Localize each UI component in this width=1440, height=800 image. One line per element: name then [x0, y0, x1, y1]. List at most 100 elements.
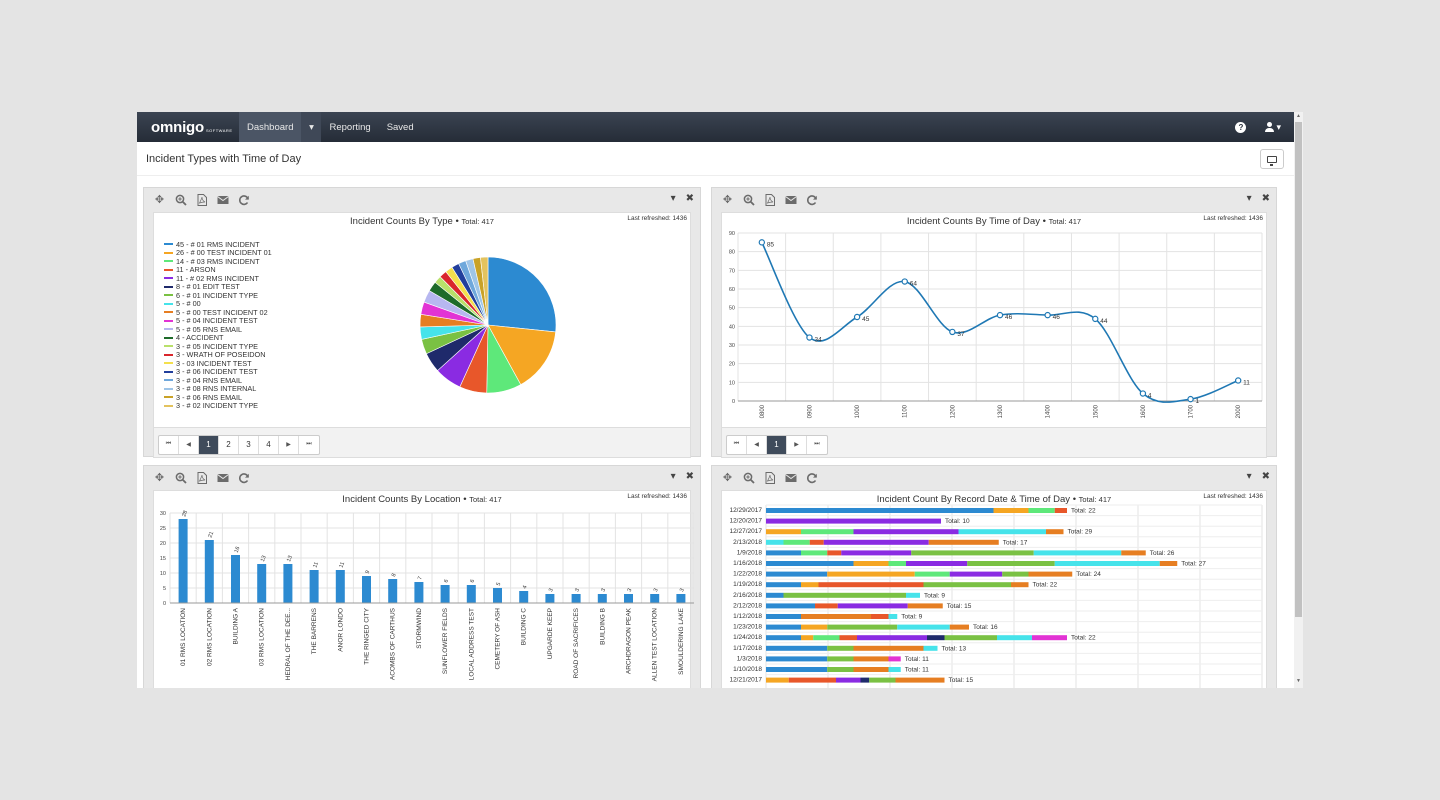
page-2-button[interactable]: 2 [219, 435, 239, 454]
data-label: 11 [339, 561, 347, 568]
legend-item[interactable]: 3 - # 06 INCIDENT TEST [164, 367, 324, 376]
legend-item[interactable]: 11 - # 02 RMS INCIDENT [164, 274, 324, 283]
close-icon[interactable]: ✖ [685, 193, 694, 204]
bar-segment [827, 667, 854, 672]
zoom-icon[interactable] [174, 194, 187, 207]
bar-segment [766, 677, 789, 683]
caret-down-icon[interactable]: ▾ [1246, 193, 1252, 204]
refresh-icon[interactable] [237, 194, 250, 207]
data-label: 6 [443, 579, 450, 584]
data-point [1139, 390, 1147, 397]
data-label: 16 [234, 546, 242, 554]
last-page-button[interactable]: ⏭ [306, 441, 312, 447]
bar-segment [927, 635, 945, 641]
prev-page-button[interactable]: ◀ [747, 435, 767, 454]
bar-segment [1028, 508, 1055, 513]
chart-title: Incident Counts By Time of Day [906, 216, 1040, 227]
legend-item[interactable]: 3 - # 08 RNS INTERNAL [164, 384, 324, 393]
legend-item[interactable]: 6 - # 01 INCIDENT TYPE [164, 291, 324, 300]
x-tick-label: LOCAL ADDRESS TEST [468, 608, 475, 680]
email-icon[interactable] [784, 472, 797, 485]
close-icon[interactable]: ✖ [1261, 471, 1270, 482]
y-tick-label: 0 [163, 601, 166, 607]
scroll-down-icon[interactable]: ▼ [1296, 678, 1301, 684]
page-1-button[interactable]: 1 [767, 435, 787, 454]
legend-item[interactable]: 5 - # 04 INCIDENT TEST [164, 316, 324, 325]
user-menu[interactable]: ▾ [1264, 122, 1281, 133]
x-tick-label: 03 RMS LOCATION [259, 608, 266, 666]
legend-item[interactable]: 3 - # 06 RNS EMAIL [164, 393, 324, 402]
y-tick-label: 20 [729, 362, 735, 368]
bar-segment [967, 561, 1055, 566]
page-scrollbar[interactable]: ▲ ▼ [1294, 112, 1303, 688]
bar-segment [944, 635, 997, 641]
legend-item[interactable]: 14 - # 03 RMS INCIDENT [164, 257, 324, 266]
x-tick-label: SUNFLOWER FIELDS [442, 607, 449, 674]
legend-item[interactable]: 3 - # 04 RNS EMAIL [164, 376, 324, 385]
scroll-up-icon[interactable]: ▲ [1296, 113, 1301, 119]
email-icon[interactable] [784, 194, 797, 207]
legend-item[interactable]: 4 - ACCIDENT [164, 333, 324, 342]
refresh-icon[interactable] [805, 194, 818, 207]
nav-dashboard[interactable]: Dashboard [239, 112, 302, 142]
nav-reporting[interactable]: Reporting [329, 121, 371, 133]
y-tick-label: 12/20/2017 [729, 518, 762, 525]
legend-item[interactable]: 5 - # 05 RNS EMAIL [164, 325, 324, 334]
page-4-button[interactable]: 4 [259, 435, 279, 454]
nav-dashboard-dropdown[interactable]: ▾ [301, 112, 322, 142]
caret-down-icon[interactable]: ▾ [670, 193, 676, 204]
caret-down-icon[interactable]: ▾ [1246, 471, 1252, 482]
data-label: 3 [679, 588, 686, 593]
y-tick-label: 20 [160, 541, 166, 547]
pdf-icon[interactable] [195, 472, 208, 485]
prev-page-button[interactable]: ◀ [179, 435, 199, 454]
legend-item[interactable]: 3 - 03 INCIDENT TEST [164, 359, 324, 368]
close-icon[interactable]: ✖ [1261, 193, 1270, 204]
legend-item[interactable]: 26 - # 00 TEST INCIDENT 01 [164, 248, 324, 257]
zoom-icon[interactable] [742, 194, 755, 207]
page-3-button[interactable]: 3 [239, 435, 259, 454]
page-1-button[interactable]: 1 [199, 435, 219, 454]
legend-item[interactable]: 3 - # 05 INCIDENT TYPE [164, 342, 324, 351]
move-icon[interactable]: ✥ [154, 193, 165, 206]
legend-item[interactable]: 3 - WRATH OF POSEIDON [164, 350, 324, 359]
help-icon[interactable]: ? [1235, 121, 1247, 133]
refresh-icon[interactable] [805, 472, 818, 485]
last-page-button[interactable]: ⏭ [814, 441, 820, 447]
bar-segment [836, 677, 861, 683]
legend-item[interactable]: 8 - # 01 EDIT TEST [164, 282, 324, 291]
bar [624, 594, 633, 603]
email-icon[interactable] [216, 472, 229, 485]
y-tick-label: 1/19/2018 [733, 581, 762, 588]
caret-down-icon[interactable]: ▾ [670, 471, 676, 482]
legend-item[interactable]: 11 - ARSON [164, 265, 324, 274]
pdf-icon[interactable] [763, 472, 776, 485]
nav-saved[interactable]: Saved [386, 121, 414, 133]
zoom-icon[interactable] [742, 472, 755, 485]
bar-segment [766, 529, 801, 535]
move-icon[interactable]: ✥ [722, 471, 733, 484]
close-icon[interactable]: ✖ [685, 471, 694, 482]
omnigo-logo[interactable]: omnigo SOFTWARE [137, 119, 239, 136]
legend-item[interactable]: 45 - # 01 RMS INCIDENT [164, 240, 324, 249]
first-page-button[interactable]: ⏮ [727, 435, 747, 454]
move-icon[interactable]: ✥ [154, 471, 165, 484]
legend-item[interactable]: 5 - # 00 [164, 299, 324, 308]
bar-segment [783, 592, 906, 598]
pdf-icon[interactable] [195, 194, 208, 207]
pdf-icon[interactable] [763, 194, 776, 207]
next-page-button[interactable]: ▶ [279, 435, 299, 454]
legend-item[interactable]: 3 - # 02 INCIDENT TYPE [164, 401, 324, 410]
bar-segment [857, 635, 927, 641]
refresh-icon[interactable] [237, 472, 250, 485]
legend-item[interactable]: 5 - # 00 TEST INCIDENT 02 [164, 308, 324, 317]
first-page-button[interactable]: ⏮ [159, 435, 179, 454]
presentation-mode-button[interactable] [1260, 149, 1284, 169]
x-tick-label: 1400 [1046, 404, 1052, 418]
move-icon[interactable]: ✥ [722, 193, 733, 206]
zoom-icon[interactable] [174, 472, 187, 485]
next-page-button[interactable]: ▶ [787, 435, 807, 454]
email-icon[interactable] [216, 194, 229, 207]
scroll-thumb[interactable] [1295, 122, 1302, 617]
bar-segment [1032, 635, 1067, 641]
